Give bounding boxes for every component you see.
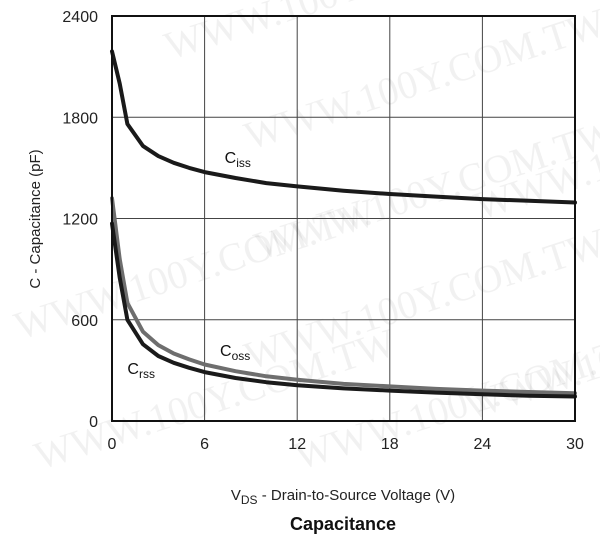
y-tick-label: 1200 bbox=[62, 212, 98, 229]
plot-frame bbox=[111, 15, 576, 422]
y-tick-labels: 0 600 1200 1800 2400 bbox=[62, 9, 98, 431]
series-label-coss: Coss bbox=[220, 343, 250, 363]
y-tick-label: 0 bbox=[89, 414, 98, 431]
x-tick-label: 12 bbox=[288, 436, 306, 453]
series-layer bbox=[110, 49, 577, 399]
series-line-coss bbox=[110, 196, 577, 396]
y-tick-label: 2400 bbox=[62, 9, 98, 26]
series-line-ciss bbox=[110, 49, 577, 205]
x-tick-label: 0 bbox=[108, 436, 117, 453]
x-axis-label: VDS - Drain-to-Source Voltage (V) bbox=[231, 487, 455, 507]
x-tick-labels: 0 6 12 18 24 30 bbox=[108, 436, 584, 453]
chart-title: Capacitance bbox=[290, 514, 396, 534]
watermark-layer: WWW.100Y.COM.TWWWW.100Y.COM.TWWWW.100Y.C… bbox=[9, 0, 600, 479]
x-tick-label: 24 bbox=[474, 436, 492, 453]
y-axis-label: C - Capacitance (pF) bbox=[27, 149, 44, 288]
series-line-crss bbox=[110, 221, 577, 399]
series-labels: Ciss Coss Crss bbox=[127, 150, 250, 381]
series-label-crss: Crss bbox=[127, 361, 155, 381]
x-tick-label: 18 bbox=[381, 436, 399, 453]
series-label-ciss: Ciss bbox=[225, 150, 251, 170]
y-tick-label: 1800 bbox=[62, 110, 98, 127]
y-tick-label: 600 bbox=[71, 313, 98, 330]
x-tick-label: 30 bbox=[566, 436, 584, 453]
x-tick-label: 6 bbox=[200, 436, 209, 453]
